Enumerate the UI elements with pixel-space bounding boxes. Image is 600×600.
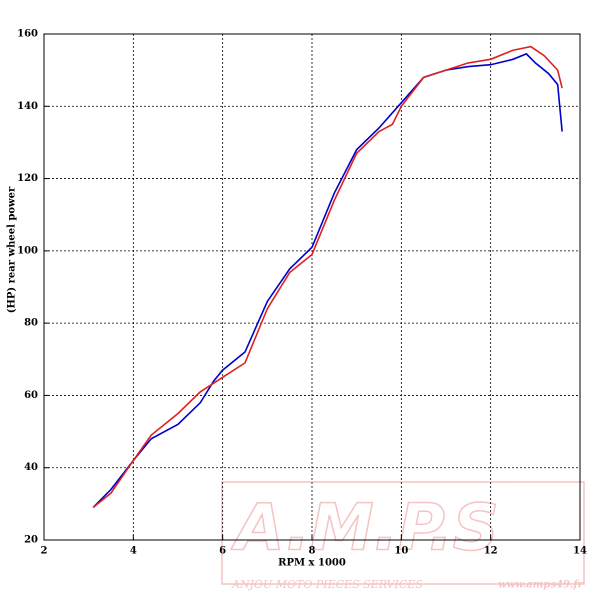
x-tick-label: 8 <box>309 546 316 557</box>
power-curve <box>92 52 563 509</box>
x-tick-label: 12 <box>484 546 498 557</box>
y-axis-label: (HP) rear wheel power <box>7 186 18 313</box>
x-axis-label: RPM x 1000 <box>278 558 346 569</box>
watermark-frame <box>221 481 585 585</box>
watermark: A.M.P.S 49 ANJOU MOTO PIECES SERVICES ww… <box>221 481 585 591</box>
x-tick-label: 2 <box>41 546 48 557</box>
watermark-url: www.amps49.fr <box>498 580 584 591</box>
y-tick-label: 100 <box>17 245 38 256</box>
y-tick-label: 160 <box>17 29 38 40</box>
y-tick-label: 20 <box>24 535 38 546</box>
x-tick-label: 14 <box>573 546 587 557</box>
y-tick-label: 80 <box>24 318 38 329</box>
x-tick-label: 4 <box>130 546 137 557</box>
x-tick-label: 10 <box>394 546 408 557</box>
watermark-subtitle: ANJOU MOTO PIECES SERVICES <box>231 578 423 591</box>
watermark-number: 49 <box>488 542 507 558</box>
y-tick-label: 140 <box>17 101 38 112</box>
x-tick-label: 6 <box>219 546 226 557</box>
watermark-logo: A.M.P.S <box>230 492 499 566</box>
y-tick-label: 40 <box>24 462 38 473</box>
y-tick-label: 120 <box>17 173 38 184</box>
power-curve <box>92 45 563 509</box>
y-tick-label: 60 <box>24 390 38 401</box>
